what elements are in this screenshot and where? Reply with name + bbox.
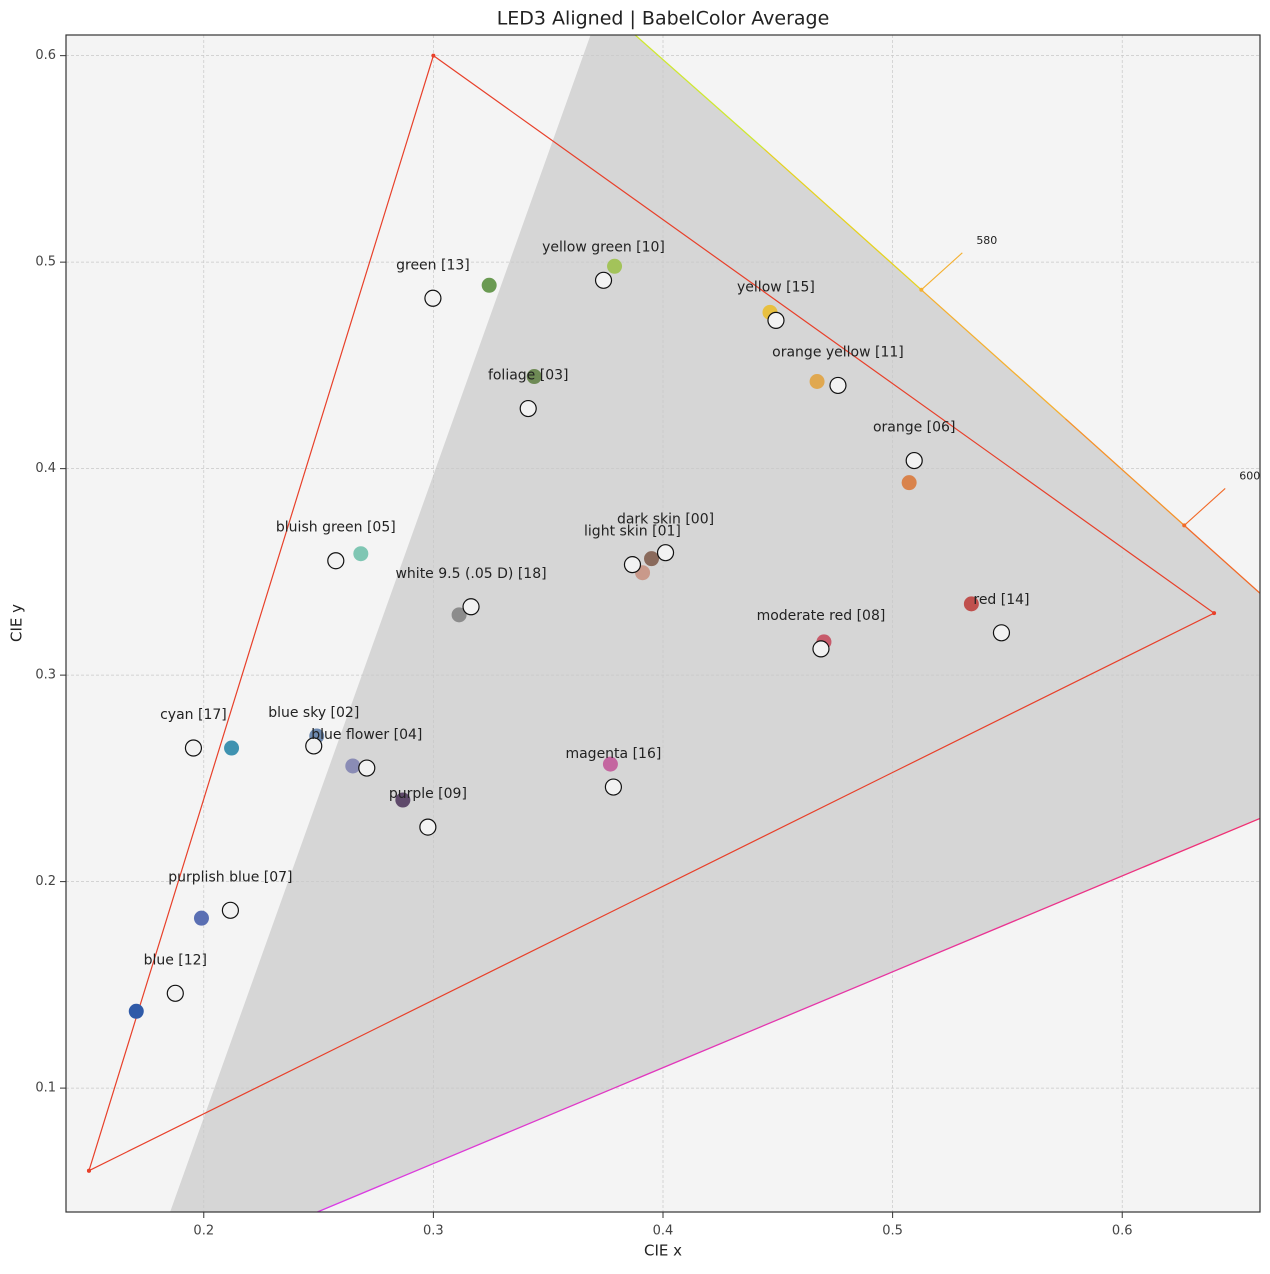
sample-label: blue flower [04] (311, 727, 422, 743)
sample-label: purplish blue [07] (168, 869, 292, 885)
measured-point (901, 475, 917, 491)
sample-label: red [14] (973, 592, 1029, 608)
sample-label: orange yellow [11] (772, 344, 904, 360)
sample-label: white 9.5 (.05 D) [18] (395, 566, 546, 582)
x-tick-label: 0.3 (423, 1224, 444, 1239)
y-tick-label: 0.4 (35, 461, 56, 476)
spectral-locus (920, 289, 1066, 420)
reference-point (905, 451, 923, 470)
y-tick-label: 0.6 (35, 48, 56, 63)
measured-point (345, 758, 361, 774)
sample-label: green [13] (396, 257, 470, 273)
sample-label: light skin [01] (584, 524, 681, 540)
x-tick-label: 0.2 (193, 1224, 214, 1239)
gamut-vertex (431, 53, 436, 58)
sample-label: orange [06] (873, 420, 955, 436)
gamut-triangle (88, 54, 1216, 1172)
measured-point (481, 277, 497, 293)
reference-point (424, 289, 442, 307)
spectral-locus-fill (170, 35, 1260, 1212)
x-axis-label: CIE x (644, 1242, 682, 1260)
chart-title: LED3 Aligned | BabelColor Average (497, 8, 830, 30)
reference-point (623, 556, 642, 574)
reference-point (327, 552, 345, 570)
sample-label: magenta [16] (565, 746, 661, 762)
sample-label: bluish green [05] (276, 520, 396, 536)
gamut-vertex (86, 1168, 91, 1173)
spectral-locus (1064, 418, 1185, 526)
overlay: 0.2 0.3 0.4 0.5 0.6 0.1 0.2 0.3 0.4 0.5 0.6 (35, 48, 1132, 1238)
measured-point (526, 369, 542, 385)
wavelength-leader (920, 252, 963, 291)
sample-label: blue sky [02] (268, 705, 359, 721)
measured-point (224, 740, 240, 756)
reference-point (221, 901, 240, 919)
sample-label: purple [09] (389, 786, 467, 802)
y-tick-label: 0.5 (35, 255, 56, 270)
reference-point (656, 544, 675, 562)
x-tick-label: 0.6 (1112, 1224, 1133, 1239)
measured-point (128, 1003, 144, 1019)
spectral-locus (634, 35, 765, 150)
reference-point (358, 759, 376, 777)
wavelength-label: 600 (1239, 469, 1260, 482)
plot-frame (65, 34, 1261, 1213)
sample-label: cyan [17] (160, 707, 227, 723)
measured-point (193, 910, 209, 926)
reference-point (604, 778, 623, 796)
sample-label: dark skin [00] (617, 512, 714, 528)
wavelength-leader (1183, 488, 1226, 526)
reference-point (594, 271, 613, 289)
y-tick-label: 0.3 (35, 668, 56, 683)
x-tick-label: 0.4 (653, 1224, 674, 1239)
reference-point (462, 598, 480, 616)
reference-point (812, 640, 830, 658)
sample-label: blue [12] (144, 952, 207, 968)
spectral-locus (763, 148, 922, 291)
wavelength-label: 580 (976, 234, 997, 247)
measured-point (607, 258, 623, 274)
sample-label: foliage [03] (488, 368, 569, 384)
sample-label: moderate red [08] (757, 608, 886, 624)
reference-point (184, 739, 203, 757)
reference-point (166, 984, 184, 1002)
reference-point (767, 311, 785, 329)
measured-point (602, 756, 618, 772)
spectral-locus (1183, 524, 1260, 595)
measured-point (353, 546, 369, 562)
reference-point (419, 818, 437, 836)
purple-line (315, 817, 1260, 1212)
reference-point (305, 737, 323, 755)
plot-area: 580 600 dark skin [00]light skin [01] blue … (66, 35, 1260, 1212)
reference-point (519, 399, 537, 418)
y-tick-label: 0.1 (35, 1081, 56, 1096)
measured-point (644, 551, 660, 567)
reference-point (829, 376, 847, 395)
x-tick-label: 0.5 (882, 1224, 903, 1239)
gamut-vertex (1212, 611, 1217, 616)
y-tick-label: 0.2 (35, 874, 56, 889)
reference-point (992, 624, 1011, 642)
measured-point (809, 373, 825, 389)
sample-label: yellow [15] (737, 279, 815, 295)
measured-point (963, 596, 979, 612)
sample-label: yellow green [10] (542, 239, 665, 255)
measured-point (451, 607, 467, 623)
measured-point (395, 792, 411, 808)
y-axis-label: CIE y (8, 604, 26, 642)
